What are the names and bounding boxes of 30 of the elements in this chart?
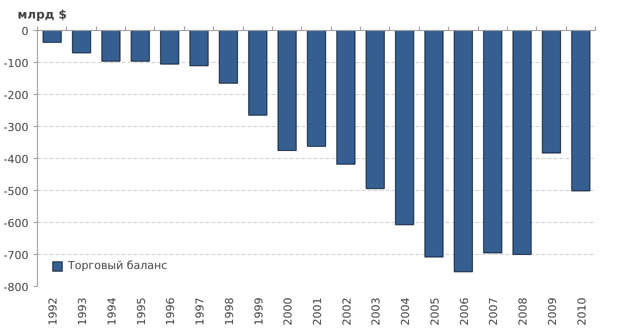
x-tick-label: 1993 — [76, 297, 90, 326]
x-tick-label: 2001 — [311, 297, 324, 326]
y-tick-label: -400 — [4, 153, 29, 166]
x-tick-label: 2002 — [340, 297, 354, 326]
x-tick-label: 1999 — [252, 297, 266, 326]
x-tick-label: 2010 — [575, 297, 588, 326]
x-tick-label: 2008 — [516, 297, 530, 326]
x-tick-label: 2006 — [458, 297, 471, 326]
x-tick-label: 2007 — [487, 297, 500, 326]
y-tick-label: -800 — [4, 281, 29, 294]
y-tick-label: -300 — [4, 121, 29, 134]
y-axis-title: млрд $ — [18, 8, 67, 22]
x-tick-label: 1992 — [46, 297, 60, 326]
x-tick-label: 1998 — [222, 297, 236, 326]
x-tick-label: 2004 — [399, 297, 412, 326]
x-tick-label: 1995 — [134, 297, 148, 326]
y-tick-label: -100 — [4, 57, 29, 70]
x-tick-label: 1997 — [194, 297, 207, 326]
y-tick-label: 0 — [22, 25, 28, 38]
x-tick-label: 1996 — [164, 297, 178, 326]
x-tick-label: 2003 — [370, 297, 383, 326]
y-tick-label: -600 — [4, 217, 29, 230]
x-tick-label: 2000 — [282, 297, 295, 326]
x-tick-label: 2005 — [428, 297, 442, 326]
y-tick-label: -200 — [4, 89, 29, 102]
y-tick-label: -700 — [4, 249, 29, 262]
x-tick-label: 2009 — [546, 297, 559, 326]
legend-label: Торговый баланс — [68, 259, 168, 272]
y-tick-label: -500 — [4, 185, 29, 198]
x-tick-label: 1994 — [105, 297, 118, 326]
